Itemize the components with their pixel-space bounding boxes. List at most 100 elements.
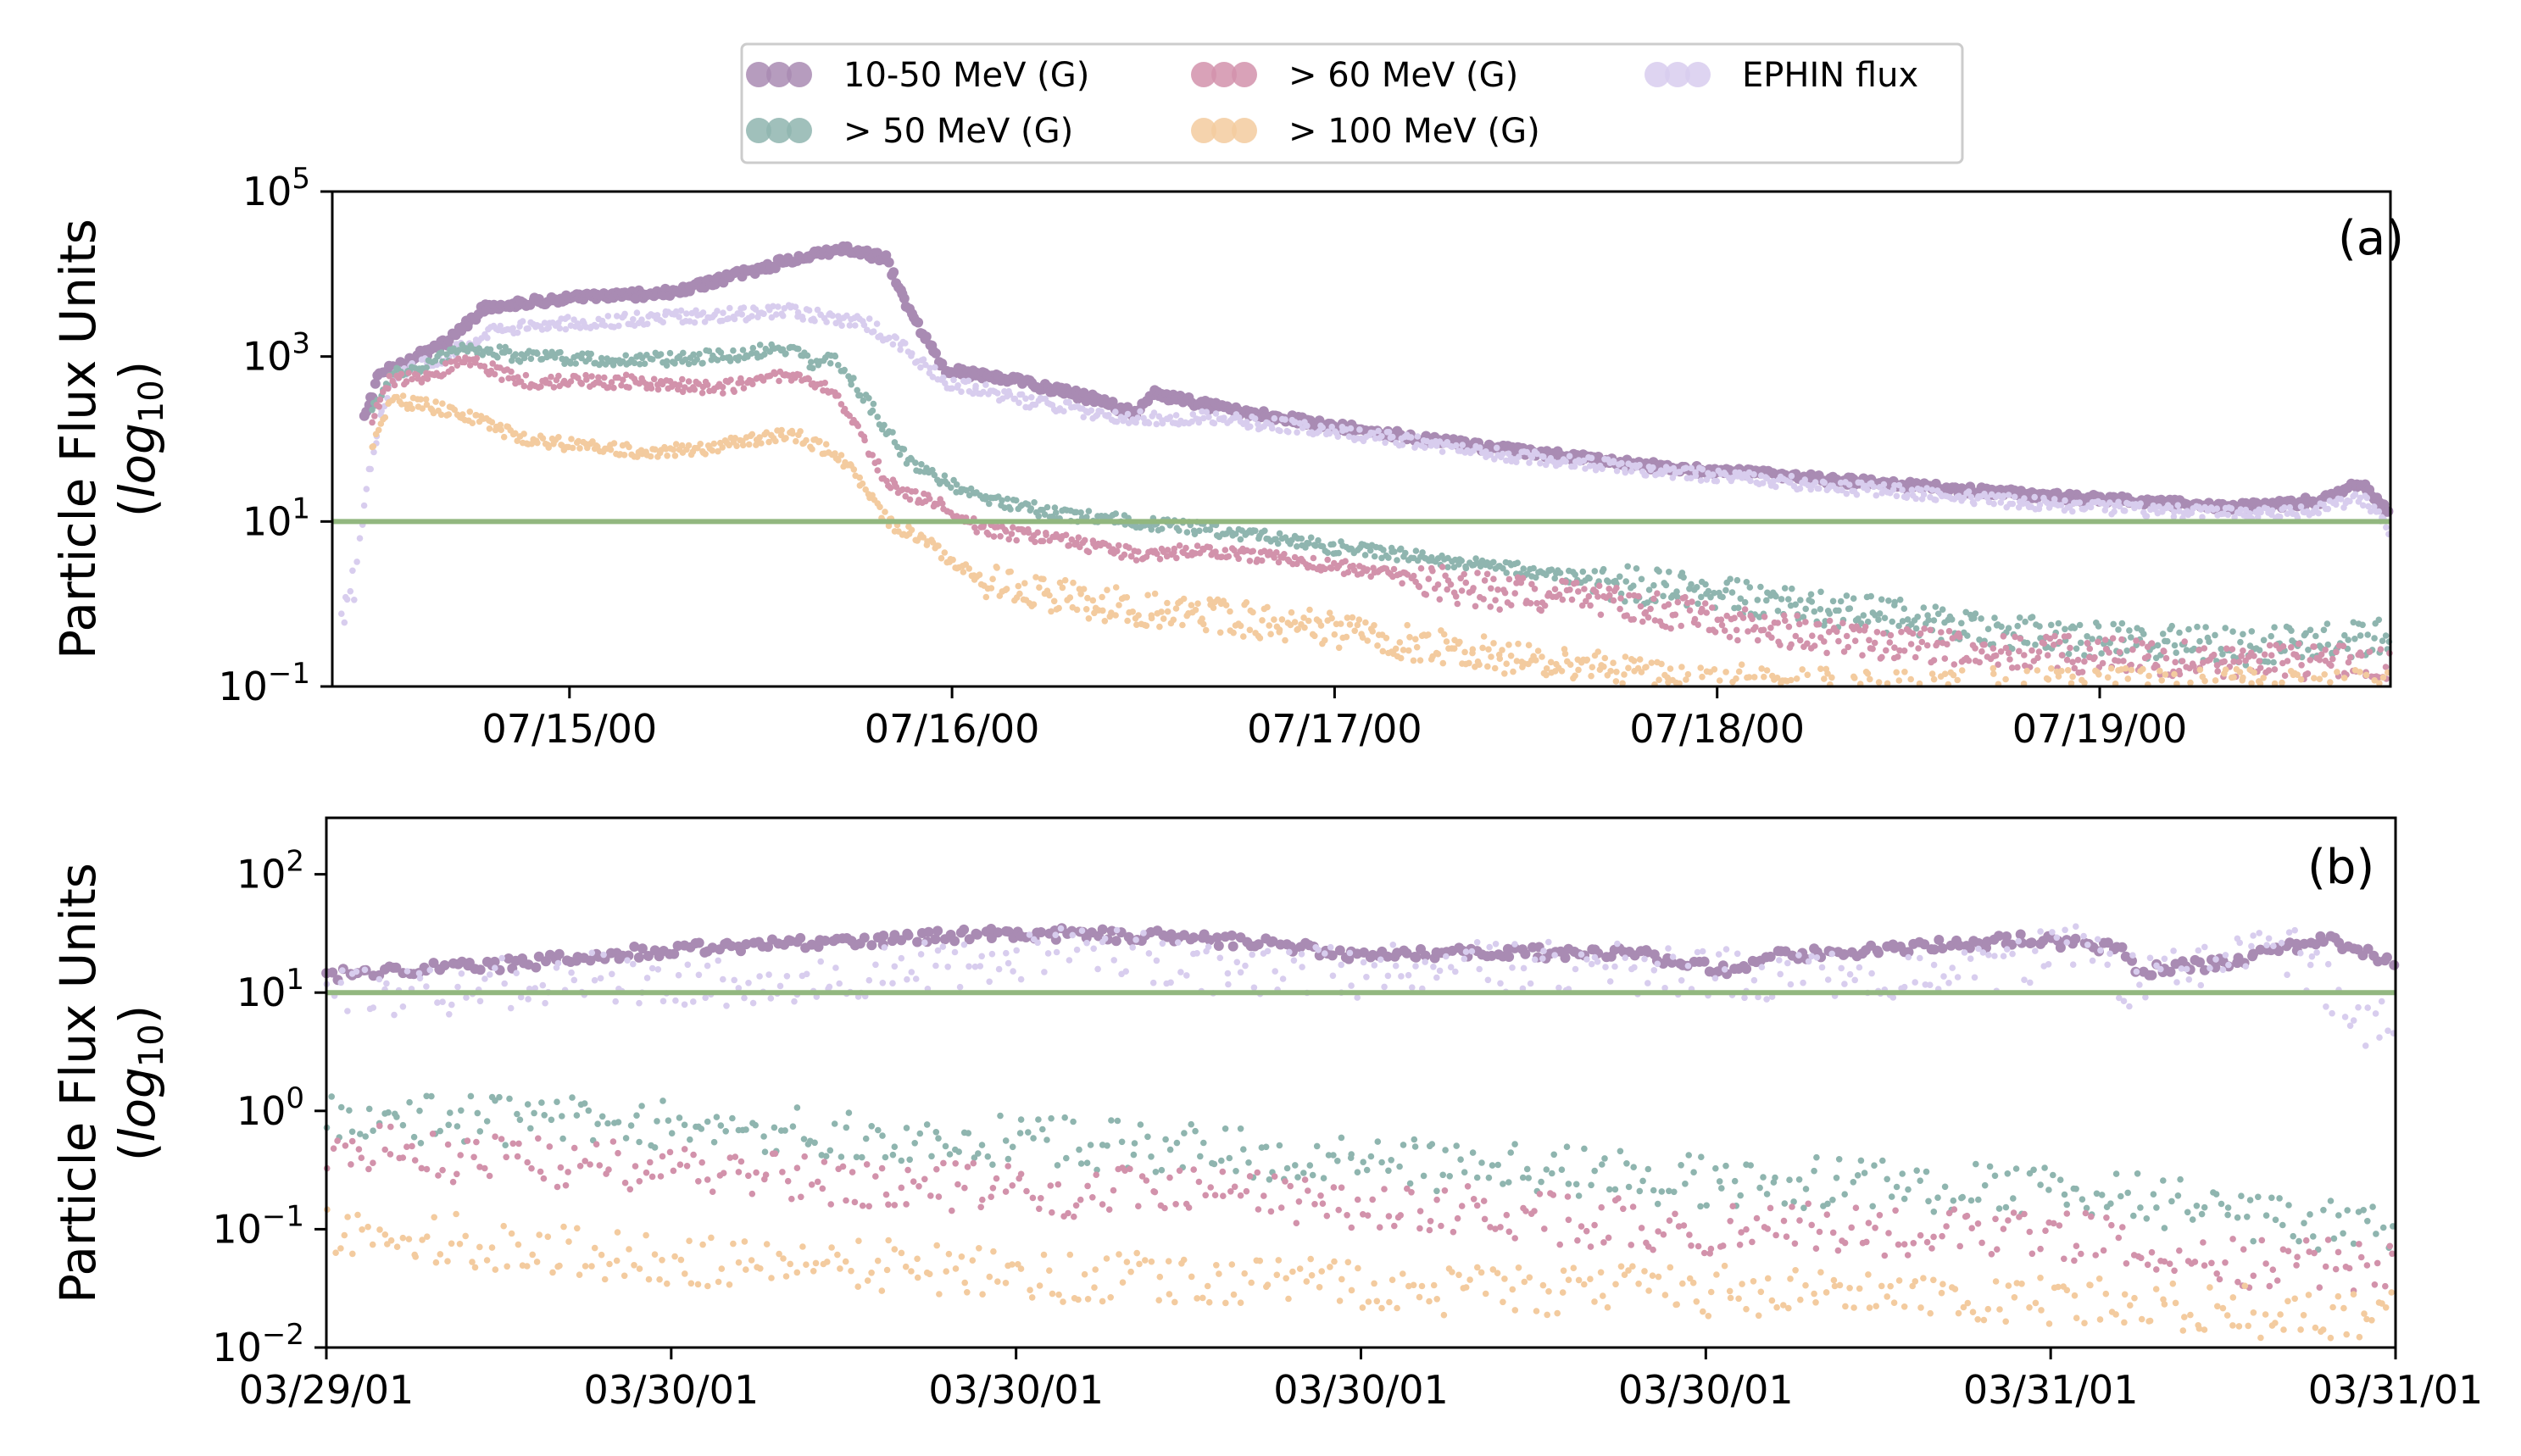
data-point-g50 xyxy=(2222,625,2229,631)
data-point-g60 xyxy=(1511,590,1518,597)
data-point-g60 xyxy=(835,392,842,399)
data-point-g10_50 xyxy=(931,347,941,358)
data-point-g50 xyxy=(1735,604,1742,611)
data-point-ephin xyxy=(654,312,661,319)
data-point-ephin xyxy=(363,486,370,492)
data-point-g100 xyxy=(1116,602,1122,609)
data-point-ephin xyxy=(779,312,787,320)
data-point-g60 xyxy=(1496,606,1503,613)
data-point-g60 xyxy=(2281,672,2289,679)
data-point-g50 xyxy=(1964,632,1971,639)
data-point-g10_50 xyxy=(770,263,781,274)
data-point-g60 xyxy=(2081,658,2088,665)
data-point-g60 xyxy=(1851,637,1859,644)
data-point-g50 xyxy=(2229,628,2236,635)
data-point-g100 xyxy=(2340,675,2348,681)
data-point-g100 xyxy=(1104,586,1110,593)
data-point-g60 xyxy=(1575,588,1582,595)
data-point-ephin xyxy=(958,388,965,396)
data-point-ephin xyxy=(1642,472,1650,479)
data-point-g100 xyxy=(1525,642,1533,648)
data-point-g100 xyxy=(671,453,679,459)
data-point-ephin xyxy=(1389,433,1396,441)
data-point-g60 xyxy=(1794,612,1800,620)
data-point-g100 xyxy=(1135,612,1142,619)
data-point-g100 xyxy=(1678,664,1685,670)
data-point-g60 xyxy=(1859,652,1866,659)
data-point-g60 xyxy=(776,377,782,385)
data-point-ephin xyxy=(1149,979,1157,986)
data-point-g100 xyxy=(1383,635,1390,642)
data-point-ephin xyxy=(1083,939,1090,947)
data-point-ephin xyxy=(1053,948,1060,956)
data-point-g100 xyxy=(1610,659,1617,666)
data-point-g100 xyxy=(1793,675,1800,682)
data-point-ephin xyxy=(1815,485,1823,492)
data-point-g60 xyxy=(2095,638,2101,646)
data-point-g100 xyxy=(672,441,680,447)
data-point-g60 xyxy=(1866,636,1873,644)
data-point-g100 xyxy=(1648,659,1656,666)
data-point-ephin xyxy=(726,304,733,312)
data-point-g100 xyxy=(2222,666,2229,673)
panel-a-ylabel-sub: 10 xyxy=(132,380,171,423)
data-point-g50 xyxy=(1633,565,1640,572)
data-point-ephin xyxy=(597,975,604,982)
data-point-g60 xyxy=(1572,579,1580,586)
data-point-ephin xyxy=(588,949,596,957)
data-point-ephin xyxy=(1493,444,1500,452)
data-point-g60 xyxy=(1436,596,1444,603)
data-point-g100 xyxy=(1351,627,1358,635)
data-point-ephin xyxy=(792,303,799,311)
data-point-g60 xyxy=(1895,653,1901,660)
data-point-ephin xyxy=(904,975,910,983)
data-point-g50 xyxy=(2320,626,2328,634)
data-point-ephin xyxy=(693,307,699,314)
data-point-g50 xyxy=(865,395,872,402)
data-point-ephin xyxy=(1422,444,1428,451)
data-point-g60 xyxy=(610,384,617,392)
data-point-ephin xyxy=(2111,508,2118,515)
data-point-g50 xyxy=(1885,597,1892,604)
data-point-ephin xyxy=(2137,500,2144,507)
data-point-ephin xyxy=(783,973,791,980)
data-point-ephin xyxy=(1378,433,1385,440)
data-point-g100 xyxy=(1697,664,1704,671)
data-point-g60 xyxy=(2139,640,2145,647)
series-g10_50 xyxy=(321,923,2400,986)
data-point-g10_50 xyxy=(1213,941,1224,951)
data-point-ephin xyxy=(1699,466,1706,473)
data-point-ephin xyxy=(1385,429,1393,436)
data-point-g100 xyxy=(1716,677,1723,684)
data-point-g100 xyxy=(1099,593,1105,601)
data-point-ephin xyxy=(1247,423,1254,431)
data-point-g50 xyxy=(1728,589,1736,596)
data-point-g100 xyxy=(1188,602,1195,609)
data-point-g60 xyxy=(2179,658,2186,664)
data-point-g100 xyxy=(1821,675,1828,682)
data-point-g50 xyxy=(1586,575,1593,582)
data-point-g100 xyxy=(1439,659,1447,667)
data-point-ephin xyxy=(1189,411,1197,418)
data-point-g100 xyxy=(1893,669,1900,676)
data-point-g60 xyxy=(622,371,630,379)
data-point-g60 xyxy=(1324,556,1331,564)
data-point-g100 xyxy=(1305,617,1312,625)
data-point-g60 xyxy=(588,373,595,380)
data-point-g50 xyxy=(1385,554,1392,561)
data-point-g100 xyxy=(2260,675,2267,681)
data-point-ephin xyxy=(1277,427,1283,435)
data-point-ephin xyxy=(949,385,955,392)
data-point-g100 xyxy=(2212,677,2219,684)
data-point-ephin xyxy=(1011,395,1019,403)
data-point-g100 xyxy=(1507,653,1515,659)
data-point-g60 xyxy=(1010,524,1016,531)
data-point-ephin xyxy=(1304,422,1311,430)
data-point-g100 xyxy=(1016,590,1023,597)
data-point-g50 xyxy=(2260,636,2268,644)
data-point-g60 xyxy=(1222,547,1229,553)
data-point-ephin xyxy=(487,971,493,978)
data-point-ephin xyxy=(454,983,461,991)
data-point-g50 xyxy=(1778,596,1785,603)
data-point-ephin xyxy=(1006,391,1014,398)
